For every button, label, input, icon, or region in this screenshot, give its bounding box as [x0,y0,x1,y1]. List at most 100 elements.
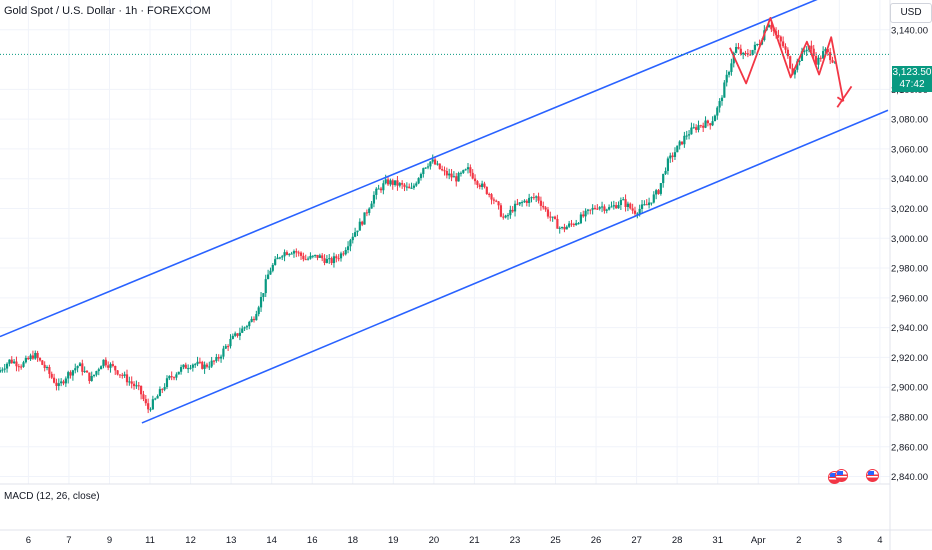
macd-indicator-label[interactable]: MACD (12, 26, close) [4,491,100,502]
candle-body [631,208,634,211]
candle-body [575,223,578,226]
candle-body [219,356,223,359]
candle-body [306,258,310,260]
candle-body [441,169,444,171]
candle-body [685,135,688,137]
candle-body [184,364,187,369]
candle-body [264,279,267,294]
candle-body [560,227,564,229]
candle-body [518,202,521,205]
candle-body [161,389,164,391]
candle-body [643,204,646,206]
candle-body [589,209,592,211]
currency-button[interactable]: USD [890,3,932,23]
candle-body [537,196,540,201]
candle-body [292,251,296,254]
candle-body [532,197,535,199]
candle-body [92,374,96,377]
us-flag-icon[interactable] [866,469,879,482]
candle-body [662,173,665,184]
candle-body [549,216,552,218]
candle-body [5,363,9,369]
candle-body [680,141,684,145]
candle-body [375,188,378,195]
candle-body [669,155,672,159]
candle-body [377,188,380,190]
candle-body [706,120,709,124]
candle-body [74,368,77,371]
candle-body [88,372,91,381]
candle-body [323,258,326,263]
time-tick-label: 27 [631,535,642,546]
candle-body [723,82,726,98]
candle-body [299,252,303,256]
candle-body [673,152,677,157]
candle-body [469,167,472,173]
candle-body [62,381,65,384]
candle-body [76,366,79,369]
candle-body [210,360,213,367]
candle-body [288,253,291,255]
candle-body [650,202,653,204]
candle-body [38,357,42,361]
candle-body [793,69,797,75]
candle-body [31,355,35,359]
candle-body [170,376,173,378]
candle-body [426,166,430,168]
candle-body [626,203,630,207]
channel-lines [0,0,889,424]
candle-body [309,255,312,259]
candle-body [283,252,286,257]
candle-body [274,259,277,265]
candle-body [640,204,644,209]
time-tick-label: 12 [185,535,196,546]
candle-body [45,367,49,369]
candle-body [509,209,512,216]
candle-body [123,374,126,376]
candle-body [187,368,190,370]
candle-body [546,209,550,217]
candle-body [370,203,373,209]
pattern-lines [729,16,853,108]
candle-body [175,374,178,378]
time-axis[interactable]: 6 7 9 11 12 13 14 16 18 19 20 21 23 25 26 27 28 31 Apr 2 3 4 [26,535,883,546]
candle-body [140,385,143,395]
price-axis[interactable]: 2,840.00 2,860.00 2,880.00 2,900.00 2,920.00… [891,25,928,483]
candle-body [182,364,185,368]
candle-body [833,61,836,63]
candle-body [328,258,331,260]
candle-body [262,293,265,297]
candle-body [142,394,145,400]
candle-body [3,368,6,370]
candle-body [767,24,771,28]
candle-body [596,208,599,210]
grid-lines [0,0,890,484]
candle-body [203,364,206,369]
candle-body [342,253,345,255]
candle-body [290,253,293,255]
candle-body [250,318,253,322]
candle-body [739,48,742,55]
candle-body [655,190,658,195]
price-tick-label: 2,900.00 [891,383,928,394]
candle-body [525,200,528,203]
time-tick-label: 11 [145,535,155,546]
candle-body [156,396,159,399]
candle-body [34,352,37,359]
symbol-title[interactable]: Gold Spot / U.S. Dollar · 1h · FOREXCOM [4,5,211,17]
candle-body [335,256,338,259]
candle-body [617,205,620,209]
candle-body [591,207,594,210]
candle-body [147,403,150,410]
candle-body [530,197,533,199]
candle-body [201,361,204,369]
candle-body [43,364,46,368]
candle-body [678,141,681,146]
candle-body [64,378,67,384]
pattern-line [836,85,853,108]
us-flag-icon[interactable] [835,469,848,482]
candle-body [48,367,51,374]
price-tick-label: 3,140.00 [891,25,928,36]
candle-body [412,185,416,188]
